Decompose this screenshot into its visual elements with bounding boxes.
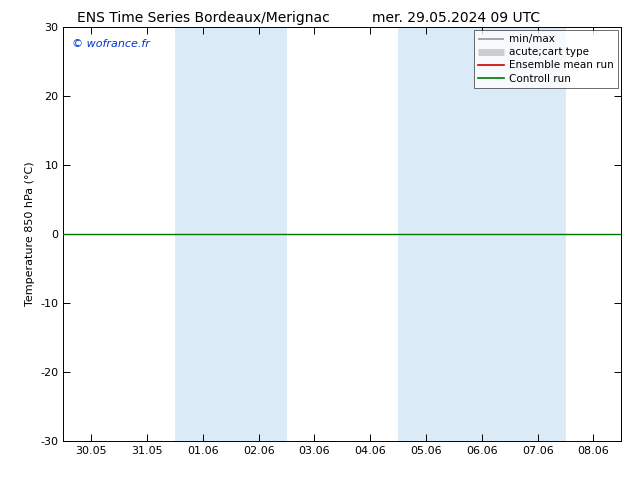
Y-axis label: Temperature 850 hPa (°C): Temperature 850 hPa (°C): [25, 162, 35, 306]
Text: ENS Time Series Bordeaux/Merignac: ENS Time Series Bordeaux/Merignac: [77, 11, 329, 25]
Bar: [398, 27, 566, 441]
Legend: min/max, acute;cart type, Ensemble mean run, Controll run: min/max, acute;cart type, Ensemble mean …: [474, 30, 618, 88]
Text: mer. 29.05.2024 09 UTC: mer. 29.05.2024 09 UTC: [372, 11, 541, 25]
Text: © wofrance.fr: © wofrance.fr: [72, 39, 150, 49]
Bar: [175, 27, 287, 441]
